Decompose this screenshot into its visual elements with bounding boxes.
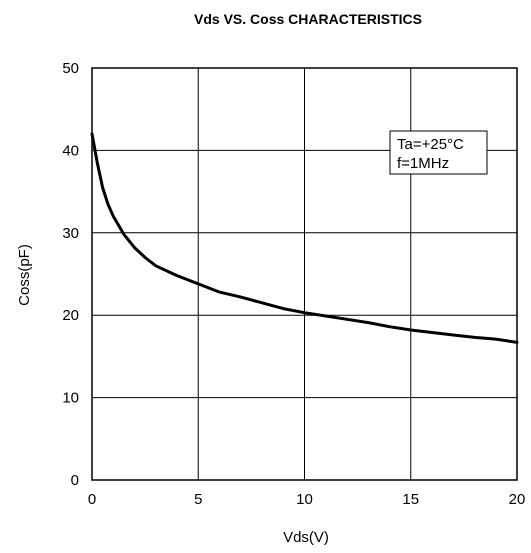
x-axis-label: Vds(V) [283,529,329,546]
annotation-box: Ta=+25°C f=1MHz [389,130,488,175]
plot-frame [91,67,518,481]
x-tick-label-2: 10 [296,491,313,508]
y-tick-label-0: 0 [71,472,79,489]
annotation-frequency: f=1MHz [397,155,449,172]
x-tick-label-1: 5 [194,491,202,508]
x-tick-label-4: 20 [509,491,526,508]
chart-title: Vds VS. Coss CHARACTERISTICS [194,11,422,27]
annotation-temperature: Ta=+25°C [397,136,464,153]
series-layer [90,132,519,344]
y-tick-label-3: 30 [62,225,79,242]
y-axis-label: Coss(pF) [16,244,33,306]
x-tick-label-3: 15 [402,491,419,508]
y-tick-label-4: 40 [62,142,79,159]
y-tick-label-1: 10 [62,390,79,407]
grid [91,67,518,481]
y-tick-label-2: 20 [62,307,79,324]
annotation-box-frame [389,130,488,175]
series-line-0 [90,132,519,344]
y-tick-label-5: 50 [62,60,79,77]
x-tick-label-0: 0 [88,491,96,508]
tick-labels: 0 5 10 15 20 0 10 20 30 40 50 [62,60,525,508]
